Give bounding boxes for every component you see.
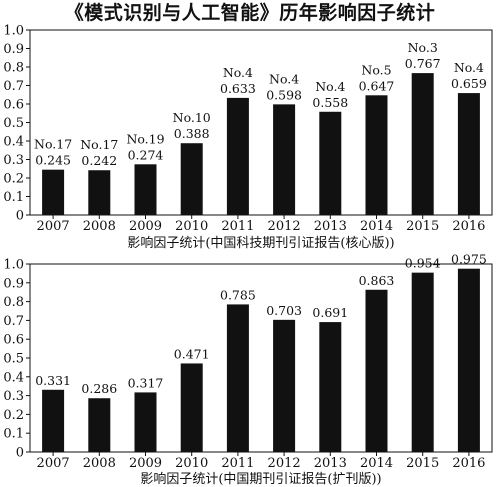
bar	[273, 319, 296, 452]
x-tick-label: 2007	[37, 456, 70, 471]
bar	[134, 164, 157, 215]
y-tick-label: 1.0	[3, 24, 24, 39]
y-tick-label: 0.8	[3, 61, 24, 76]
bar	[319, 322, 342, 452]
x-tick-label: 2012	[268, 219, 301, 234]
data-label: 0.558	[312, 95, 348, 110]
x-tick-label: 2016	[452, 456, 485, 471]
x-tick-label: 2011	[221, 456, 254, 471]
data-label: 0.633	[220, 81, 256, 96]
data-label: 0.245	[35, 153, 71, 168]
bar	[226, 97, 249, 215]
y-tick-label: 0.3	[3, 153, 24, 168]
y-tick-label: 0.5	[3, 352, 24, 367]
y-tick-label: 0.1	[3, 427, 24, 442]
x-tick-label: 2011	[221, 219, 254, 234]
y-tick-label: 0.7	[3, 79, 24, 94]
data-label: 0.388	[174, 126, 210, 141]
y-tick-label: 0.3	[3, 389, 24, 404]
x-tick-label: 2010	[175, 456, 208, 471]
rank-label: No.10	[173, 110, 211, 125]
x-tick-label: 2013	[314, 456, 347, 471]
data-label: 0.954	[405, 256, 441, 271]
rank-label: No.19	[126, 131, 164, 146]
x-tick-label: 2015	[406, 219, 439, 234]
main-title: 《模式识别与人工智能》历年影响因子统计	[64, 2, 436, 24]
data-label: 0.598	[266, 87, 302, 102]
bar	[180, 363, 203, 452]
y-tick-label: 0.9	[3, 276, 24, 291]
rank-label: No.17	[80, 137, 118, 152]
x-tick-label: 2009	[129, 456, 162, 471]
y-tick-label: 0.8	[3, 295, 24, 310]
data-label: 0.286	[81, 381, 117, 396]
bar	[226, 304, 249, 452]
y-tick-label: 0.2	[3, 408, 24, 423]
rank-label: No.17	[34, 137, 72, 152]
x-tick-label: 2014	[360, 456, 393, 471]
y-tick-label: 0.2	[3, 172, 24, 187]
data-label: 0.767	[405, 56, 441, 71]
rank-label: No.4	[315, 79, 345, 94]
data-label: 0.242	[81, 153, 117, 168]
bar	[88, 398, 111, 452]
y-tick-label: 0.9	[3, 42, 24, 57]
data-label: 0.331	[35, 373, 71, 388]
y-tick-label: 0.1	[3, 190, 24, 205]
data-label: 0.691	[312, 305, 348, 320]
data-label: 0.785	[220, 287, 256, 302]
rank-label: No.4	[454, 60, 484, 75]
bar	[134, 392, 157, 452]
x-tick-label: 2014	[360, 219, 393, 234]
rank-label: No.4	[223, 65, 253, 80]
rank-label: No.3	[408, 40, 438, 55]
bar	[42, 169, 65, 215]
x-tick-label: 2016	[452, 219, 485, 234]
bar	[411, 73, 434, 215]
bar	[365, 289, 388, 452]
bar	[273, 104, 296, 215]
y-tick-label: 0	[16, 209, 24, 224]
y-tick-label: 0.5	[3, 116, 24, 131]
x-tick-label: 2010	[175, 219, 208, 234]
y-tick-label: 1.0	[3, 258, 24, 273]
data-label: 0.647	[359, 78, 395, 93]
bar	[457, 268, 480, 452]
y-tick-label: 0	[16, 446, 24, 461]
x-tick-label: 2008	[83, 456, 116, 471]
bar	[180, 143, 203, 215]
bar	[88, 170, 111, 215]
rank-label: No.4	[269, 71, 299, 86]
bar	[42, 389, 65, 452]
y-tick-label: 0.4	[3, 370, 24, 385]
data-label: 0.975	[451, 252, 487, 267]
data-label: 0.317	[128, 375, 164, 390]
data-label: 0.659	[451, 76, 487, 91]
bar	[457, 93, 480, 215]
bar	[411, 272, 434, 452]
bar	[365, 95, 388, 215]
x-tick-label: 2009	[129, 219, 162, 234]
data-label: 0.703	[266, 303, 302, 318]
chart-caption-2: 影响因子统计(中国期刊引证报告(扩刊版))	[140, 471, 381, 487]
bar	[319, 111, 342, 215]
x-tick-label: 2012	[268, 456, 301, 471]
x-tick-label: 2013	[314, 219, 347, 234]
y-tick-label: 0.6	[3, 333, 24, 348]
y-tick-label: 0.7	[3, 314, 24, 329]
y-tick-label: 0.4	[3, 135, 24, 150]
x-tick-label: 2007	[37, 219, 70, 234]
rank-label: No.5	[361, 62, 391, 77]
data-label: 0.274	[128, 147, 164, 162]
x-tick-label: 2015	[406, 456, 439, 471]
chart-caption-1: 影响因子统计(中国科技期刊引证报告(核心版))	[127, 235, 394, 251]
data-label: 0.471	[174, 346, 210, 361]
y-tick-label: 0.6	[3, 98, 24, 113]
data-label: 0.863	[359, 273, 395, 288]
x-tick-label: 2008	[83, 219, 116, 234]
